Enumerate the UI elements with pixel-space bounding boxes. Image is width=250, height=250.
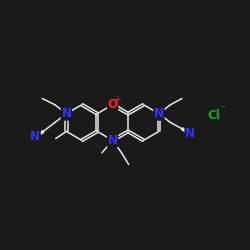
Text: Cl: Cl (208, 108, 220, 122)
Text: ⁻: ⁻ (221, 105, 226, 115)
Text: N: N (154, 107, 164, 120)
Text: N: N (30, 130, 40, 143)
Text: +: + (113, 95, 121, 105)
Text: N: N (185, 127, 195, 140)
Text: N: N (62, 107, 72, 120)
Text: N: N (108, 134, 118, 147)
Text: O: O (108, 98, 118, 111)
